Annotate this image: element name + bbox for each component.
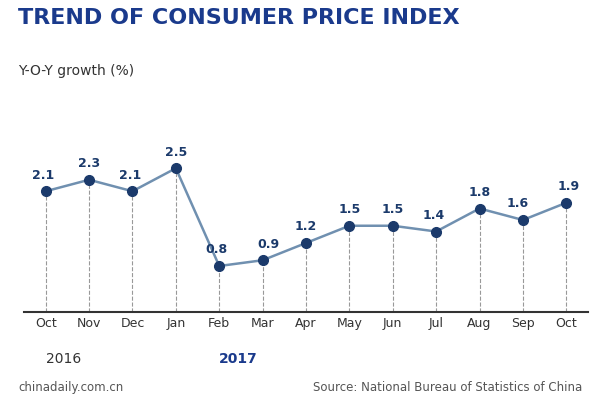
Text: chinadaily.com.cn: chinadaily.com.cn	[18, 381, 123, 394]
Point	[214, 263, 224, 269]
Text: 2.1: 2.1	[32, 168, 54, 182]
Text: TREND OF CONSUMER PRICE INDEX: TREND OF CONSUMER PRICE INDEX	[18, 8, 460, 28]
Point	[388, 222, 398, 229]
Text: 1.5: 1.5	[338, 203, 361, 216]
Text: 1.6: 1.6	[506, 197, 529, 210]
Text: 1.8: 1.8	[469, 186, 491, 199]
Point	[171, 165, 181, 172]
Text: 2.3: 2.3	[78, 157, 100, 170]
Point	[258, 257, 268, 264]
Point	[518, 217, 528, 223]
Point	[431, 228, 441, 235]
Text: 2017: 2017	[219, 352, 258, 366]
Text: Y-O-Y growth (%): Y-O-Y growth (%)	[18, 64, 134, 78]
Text: 2016: 2016	[46, 352, 81, 366]
Point	[301, 240, 311, 246]
Point	[562, 200, 571, 206]
Point	[41, 188, 50, 194]
Point	[475, 205, 484, 212]
Text: 0.9: 0.9	[257, 238, 279, 250]
Text: 0.8: 0.8	[205, 243, 227, 256]
Point	[84, 176, 94, 183]
Text: Source: National Bureau of Statistics of China: Source: National Bureau of Statistics of…	[313, 381, 582, 394]
Text: 1.4: 1.4	[422, 209, 445, 222]
Text: 1.9: 1.9	[558, 180, 580, 193]
Text: 1.5: 1.5	[382, 203, 404, 216]
Text: 2.1: 2.1	[119, 168, 141, 182]
Text: 2.5: 2.5	[165, 146, 187, 158]
Point	[344, 222, 354, 229]
Point	[128, 188, 137, 194]
Text: 1.2: 1.2	[295, 220, 317, 233]
